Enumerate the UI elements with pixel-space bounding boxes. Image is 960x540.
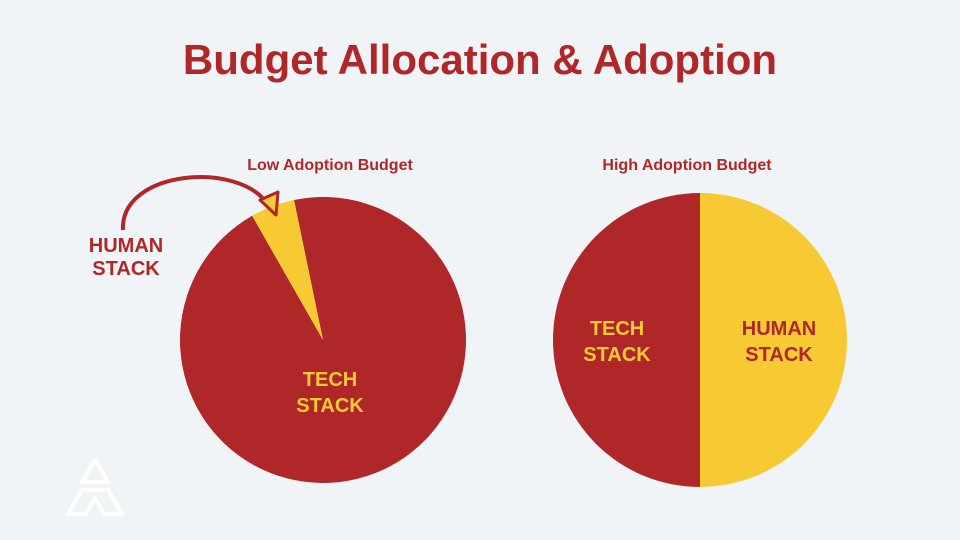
pie-low-adoption (180, 197, 467, 483)
label-tech-high-2: STACK (583, 344, 651, 366)
label-human-high-1: HUMAN (742, 318, 816, 340)
arrow-annotation (120, 175, 280, 231)
label-tech-low-1: TECH (303, 369, 357, 391)
pie-slice-human (252, 199, 323, 340)
page-title: Budget Allocation & Adoption (182, 36, 778, 83)
label-tech-high-1: TECH (590, 318, 644, 340)
label-human-high-2: STACK (745, 344, 813, 366)
label-human-low-2: STACK (92, 258, 160, 280)
label-tech-low-2: STACK (296, 395, 364, 417)
pie-high-adoption (553, 193, 847, 487)
chart-title-low: Low Adoption Budget (247, 157, 413, 174)
pie-slice-tech (553, 193, 700, 487)
triangle-logo-icon (66, 458, 124, 516)
pie-slice-human (700, 193, 847, 487)
chart-title-high: High Adoption Budget (602, 157, 772, 174)
label-human-low-1: HUMAN (89, 235, 163, 257)
